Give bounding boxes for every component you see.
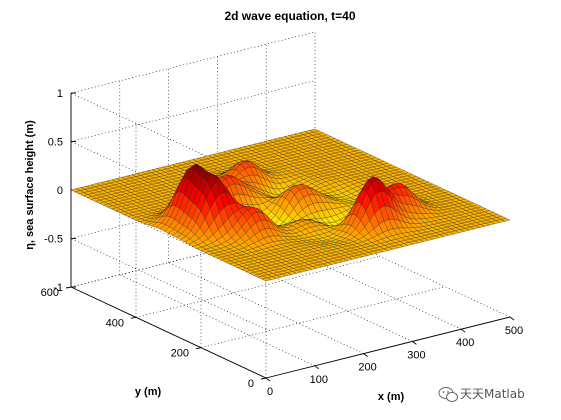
x-tick-mark xyxy=(265,377,271,382)
z-axis-label: η, sea surface height (m) xyxy=(24,120,36,250)
x-tick-label: 200 xyxy=(358,362,376,374)
y-tick-mark xyxy=(65,286,72,289)
z-tick-label: 0 xyxy=(57,185,63,197)
grid-line xyxy=(70,238,267,330)
x-axis-label: x (m) xyxy=(378,391,405,403)
grid-line xyxy=(168,262,364,354)
wave-surface xyxy=(70,128,511,282)
tick-labels: 0 100 200 300 400 500 0 200 400 600-1 -0.5 0 0.5 1 xyxy=(41,88,524,398)
y-axis-line xyxy=(70,286,267,379)
y-tick-label: 400 xyxy=(106,317,124,329)
y-tick-label: 0 xyxy=(248,378,254,390)
surface-patch xyxy=(500,217,511,222)
y-tick-label: 200 xyxy=(171,348,189,360)
wechat-icon xyxy=(438,387,458,402)
grid-line xyxy=(119,274,315,367)
x-tick-mark xyxy=(314,365,320,370)
x-tick-mark xyxy=(509,316,515,321)
y-tick-mark xyxy=(260,377,267,380)
x-tick-label: 0 xyxy=(267,386,273,398)
x-tick-label: 500 xyxy=(505,325,523,337)
y-tick-mark xyxy=(195,347,202,350)
x-tick-mark xyxy=(363,353,368,357)
z-tick-label: -0.5 xyxy=(44,234,63,246)
chart-title: 2d wave equation, t=40 xyxy=(224,9,355,23)
x-axis-line xyxy=(265,316,511,379)
grid-line xyxy=(70,31,316,94)
z-tick-label: -1 xyxy=(53,282,63,294)
y-tick-label: 600 xyxy=(41,287,59,299)
grid-line xyxy=(70,80,316,142)
z-tick-label: 0.5 xyxy=(48,137,63,149)
x-tick-label: 100 xyxy=(310,374,328,386)
x-tick-mark xyxy=(460,328,466,333)
y-axis-label: y (m) xyxy=(135,386,162,398)
x-tick-label: 400 xyxy=(456,337,474,349)
y-tick-mark xyxy=(130,316,137,319)
x-tick-label: 300 xyxy=(407,349,425,361)
grid-line xyxy=(200,286,446,348)
watermark: 天天Matlab xyxy=(438,387,525,402)
x-tick-mark xyxy=(412,341,417,345)
z-tick-label: 1 xyxy=(57,88,63,100)
watermark-text: 天天Matlab xyxy=(460,387,525,401)
